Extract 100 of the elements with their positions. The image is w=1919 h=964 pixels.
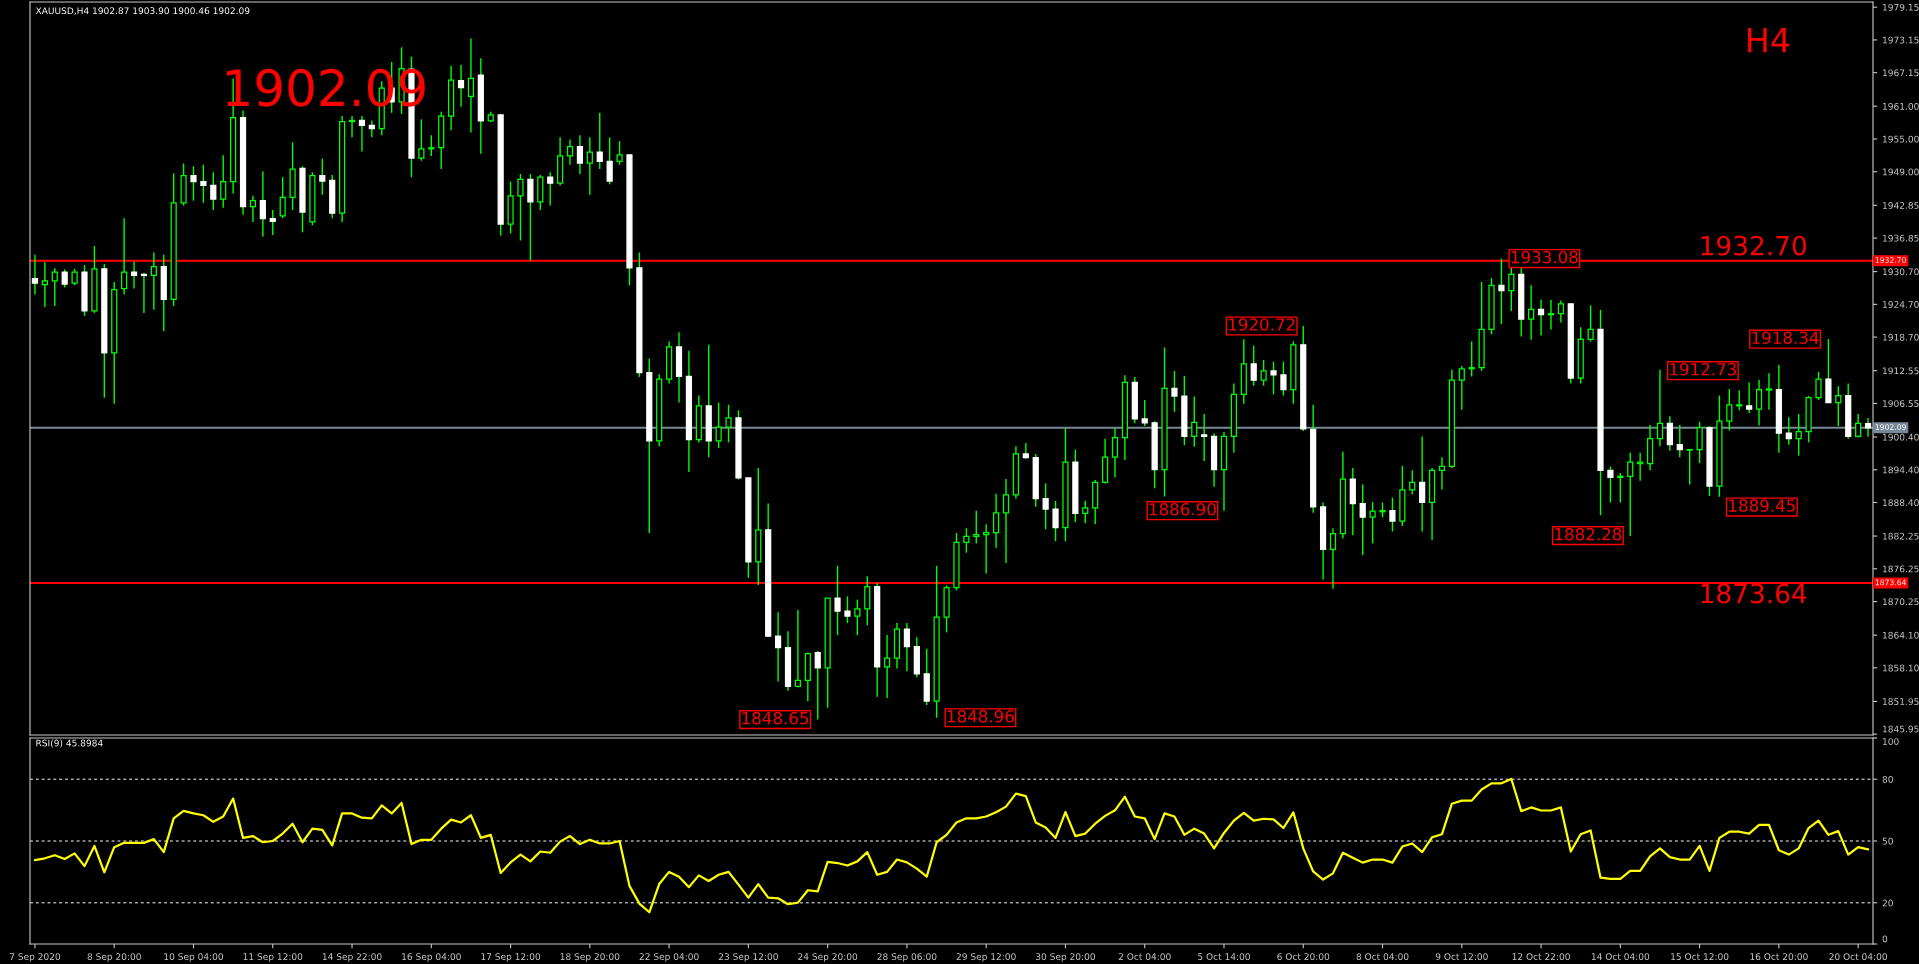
candlestick bbox=[1755, 378, 1763, 427]
chart-title: RSI(9) 45.8984 bbox=[36, 739, 103, 748]
x-tick-label: 7 Sep 2020 bbox=[9, 953, 61, 962]
y-tick-label: 50 bbox=[1882, 837, 1893, 845]
candlestick bbox=[1468, 340, 1475, 378]
annotation: 1886.90 bbox=[1149, 502, 1216, 516]
y-tick-label: 1851.95 bbox=[1883, 698, 1919, 705]
candlestick bbox=[51, 267, 58, 307]
x-tick-label: 9 Oct 12:00 bbox=[1435, 953, 1488, 961]
candlestick bbox=[249, 195, 257, 223]
candlestick bbox=[1171, 370, 1178, 413]
y-tick-label: 1894.40 bbox=[1883, 466, 1919, 474]
x-tick-label: 11 Sep 12:00 bbox=[243, 953, 303, 962]
candlestick bbox=[864, 575, 871, 626]
candlestick bbox=[61, 268, 68, 289]
y-tick-label: 1967.15 bbox=[1883, 69, 1919, 77]
candlestick bbox=[269, 209, 276, 236]
annotation: H4 bbox=[1748, 27, 1790, 53]
x-tick-label: 15 Oct 12:00 bbox=[1671, 953, 1729, 961]
x-tick-label: 23 Sep 12:00 bbox=[718, 953, 778, 962]
candlestick bbox=[596, 112, 603, 170]
candlestick bbox=[983, 523, 990, 575]
candlestick bbox=[1825, 338, 1832, 404]
y-tick-label: 1942.85 bbox=[1883, 202, 1919, 209]
candlestick bbox=[576, 134, 584, 175]
candlestick bbox=[844, 595, 851, 624]
candlestick bbox=[1676, 424, 1683, 458]
candlestick bbox=[1795, 413, 1802, 457]
candlestick bbox=[963, 527, 970, 554]
candlestick bbox=[1002, 478, 1010, 564]
y-tick-label: 1882.25 bbox=[1883, 532, 1919, 540]
candlestick bbox=[220, 154, 227, 209]
annotation: 1889.45 bbox=[1729, 499, 1795, 512]
annotation: 1882.28 bbox=[1555, 527, 1622, 541]
y-tick-label: 1900.40 bbox=[1883, 433, 1919, 441]
y-tick-label: 80 bbox=[1882, 775, 1893, 783]
candlestick bbox=[992, 493, 1000, 549]
x-tick-label: 28 Sep 06:00 bbox=[877, 953, 937, 962]
candlestick bbox=[1201, 413, 1208, 462]
candlestick bbox=[1141, 399, 1148, 427]
candlestick bbox=[1656, 369, 1664, 447]
candlestick bbox=[1528, 284, 1535, 341]
candlestick bbox=[1389, 496, 1396, 533]
x-tick-label: 18 Sep 20:00 bbox=[560, 953, 620, 962]
candlestick bbox=[725, 404, 732, 444]
candlestick bbox=[1855, 413, 1862, 439]
candlestick bbox=[279, 176, 286, 219]
candlestick bbox=[428, 134, 435, 157]
annotation: 1848.65 bbox=[742, 711, 809, 725]
candlestick bbox=[190, 165, 197, 202]
candlestick bbox=[1547, 299, 1555, 331]
candlestick bbox=[1736, 389, 1743, 411]
candlestick bbox=[903, 622, 911, 672]
candlestick bbox=[1498, 257, 1505, 325]
candlestick bbox=[606, 136, 613, 185]
candlestick bbox=[31, 254, 39, 296]
x-tick-label: 8 Sep 20:00 bbox=[87, 953, 141, 962]
y-tick-label: 1930.70 bbox=[1883, 268, 1919, 276]
candlestick bbox=[1419, 435, 1426, 533]
y-tick-label: 0 bbox=[1882, 935, 1888, 943]
annotation: 1933.08 bbox=[1511, 250, 1578, 264]
candlestick bbox=[1250, 345, 1257, 387]
line-series bbox=[33, 777, 1870, 914]
x-tick-label: 29 Sep 12:00 bbox=[956, 953, 1016, 962]
y-tick-label: 1955.00 bbox=[1883, 135, 1919, 143]
candlestick bbox=[1111, 427, 1119, 479]
x-tick-label: 12 Oct 22:00 bbox=[1512, 953, 1570, 961]
x-tick-label: 14 Sep 22:00 bbox=[322, 953, 382, 962]
candlestick bbox=[259, 170, 266, 238]
candlestick bbox=[121, 217, 128, 296]
candlestick bbox=[1458, 365, 1465, 411]
annotation: 1918.34 bbox=[1752, 331, 1819, 345]
candlestick bbox=[467, 37, 475, 134]
candlestick bbox=[715, 401, 722, 449]
candlestick bbox=[616, 140, 623, 166]
y-tick-label: 1888.40 bbox=[1883, 499, 1919, 507]
annotation: 1873.64 bbox=[1701, 583, 1807, 604]
candlestick bbox=[794, 609, 802, 689]
x-tick-label: 10 Sep 04:00 bbox=[164, 953, 224, 962]
x-tick-label: 6 Oct 20:00 bbox=[1277, 953, 1330, 961]
candlestick bbox=[834, 565, 841, 636]
x-tick-label: 22 Sep 04:00 bbox=[639, 953, 699, 962]
y-tick-label: 1912.55 bbox=[1883, 367, 1919, 375]
y-tick-label: 1936.85 bbox=[1883, 234, 1919, 242]
candlestick bbox=[1765, 372, 1773, 411]
y-tick-label: 1845.95 bbox=[1883, 725, 1919, 733]
candlestick bbox=[150, 251, 157, 311]
candlestick bbox=[1022, 442, 1029, 460]
candlestick bbox=[1815, 371, 1822, 401]
y-tick-label: 1918.70 bbox=[1883, 333, 1919, 341]
candlestick bbox=[1785, 416, 1792, 446]
candlestick bbox=[854, 598, 861, 636]
x-tick-label: 8 Oct 04:00 bbox=[1356, 953, 1409, 961]
candlestick bbox=[1726, 388, 1733, 432]
annotation: 1920.72 bbox=[1229, 318, 1295, 331]
text: XAUUSD,H4 1902.87 1903.90 1900.46 1902.09 bbox=[35, 7, 250, 16]
candlestick bbox=[1191, 395, 1198, 448]
candlestick bbox=[1042, 482, 1049, 530]
candlestick bbox=[547, 171, 554, 207]
candlestick bbox=[527, 173, 534, 262]
